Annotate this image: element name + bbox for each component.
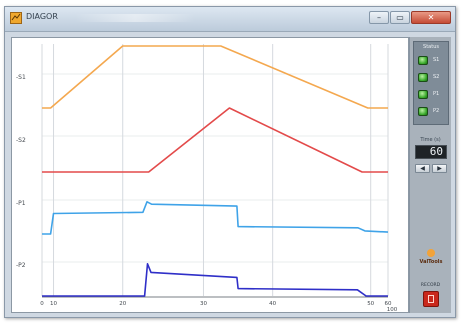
x-tick-label: 20: [119, 301, 126, 307]
brand-mark-icon: [427, 249, 435, 257]
series-line-p2: [42, 263, 388, 297]
x-tick-label: 10: [50, 301, 57, 307]
app-icon: [10, 12, 22, 24]
record-label: RECORD: [420, 283, 441, 288]
trace-label-s2: -S2: [16, 137, 26, 144]
trace-label-p2: -P2: [16, 262, 26, 269]
status-label-s2: S2: [433, 74, 440, 80]
record-button[interactable]: [423, 291, 439, 307]
trace-label-s1: -S1: [16, 74, 26, 81]
chevron-right-icon: ▶: [437, 165, 442, 172]
x-tick-label: 60: [385, 301, 392, 307]
minimize-button[interactable]: –: [369, 11, 389, 24]
x-tick-label: 0: [40, 301, 44, 307]
close-icon: ✕: [427, 13, 435, 22]
chevron-left-icon: ◀: [420, 165, 425, 172]
maximize-button[interactable]: ▭: [390, 11, 410, 24]
status-led-p1: [418, 90, 428, 99]
record-icon: [428, 295, 434, 303]
window-title: DIAGOR: [26, 12, 58, 21]
minimize-icon: –: [377, 13, 381, 22]
title-bar-decoration: [75, 14, 195, 22]
status-label-p2: P2: [433, 108, 440, 114]
status-led-s2: [418, 73, 428, 82]
app-window: DIAGOR – ▭ ✕ -S1 -S2 -P1 -P2 0 10 20 30 40 50 60 10…: [4, 6, 456, 318]
x-axis-end-label: 100: [387, 307, 398, 313]
status-label-s1: S1: [433, 57, 440, 63]
series-line-s2: [42, 107, 388, 173]
time-increase-button[interactable]: ▶: [432, 164, 447, 173]
status-title: Status: [423, 44, 439, 50]
time-label: Time (s): [420, 137, 441, 143]
brand-logo: ValTools: [415, 249, 447, 267]
trace-label-p1: -P1: [16, 200, 26, 207]
status-led-s1: [418, 56, 428, 65]
series-line-s1: [42, 45, 388, 109]
x-tick-label: 50: [367, 301, 374, 307]
status-led-p2: [418, 107, 428, 116]
close-button[interactable]: ✕: [411, 11, 451, 24]
chart-panel: -S1 -S2 -P1 -P2 0 10 20 30 40 50 60 100: [11, 37, 409, 313]
maximize-icon: ▭: [396, 13, 404, 22]
x-tick-label: 40: [269, 301, 276, 307]
time-readout: 60: [415, 145, 447, 159]
status-label-p1: P1: [433, 91, 440, 97]
status-group: Status S1 S2 P1 P2: [413, 41, 449, 125]
x-tick-label: 30: [200, 301, 207, 307]
side-panel: Status S1 S2 P1 P2 Time (s) 60 ◀ ▶ ValTo…: [409, 37, 451, 313]
series-line-p1: [42, 201, 389, 235]
brand-text: ValTools: [419, 259, 443, 265]
time-decrease-button[interactable]: ◀: [415, 164, 430, 173]
title-bar[interactable]: DIAGOR – ▭ ✕: [5, 7, 455, 32]
